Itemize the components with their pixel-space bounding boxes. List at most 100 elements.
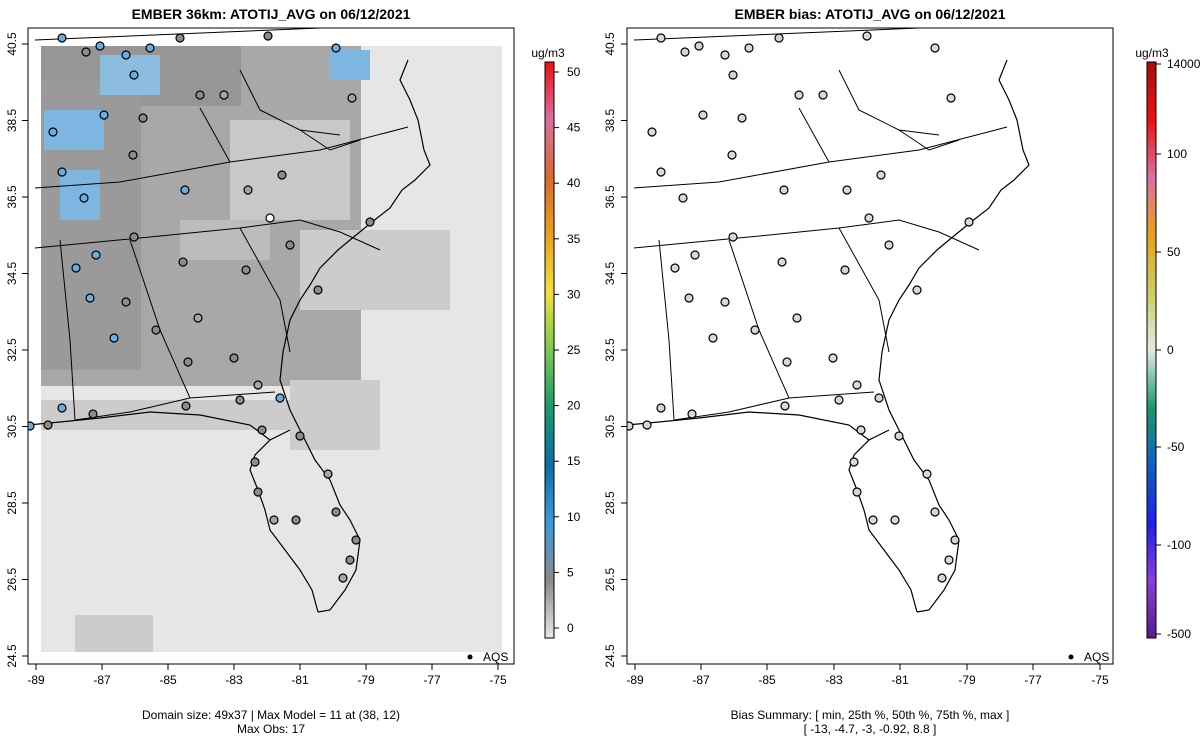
x-tick: -87 [692,673,710,687]
aqs-site [145,43,155,53]
aqs-site [728,232,738,242]
y-tick: 28.5 [603,491,617,515]
y-tick: 34.5 [603,261,617,285]
aqs-site [944,555,954,565]
aqs-site [285,240,295,250]
aqs-site [181,401,191,411]
aqs-site [656,33,666,43]
left-title: EMBER 36km: ATOTIJ_AVG on 06/12/2021 [132,6,411,22]
aqs-site [175,33,185,43]
state-border [838,69,940,136]
aqs-site [946,93,956,103]
aqs-site [777,257,787,267]
aqs-site [121,297,131,307]
model-cell [60,170,100,220]
aqs-site [834,395,844,405]
right-coastline-gulf [627,411,870,441]
y-tick: 26.5 [603,567,617,591]
colorbar-tick: 5 [567,565,574,579]
aqs-site [71,263,81,273]
aqs-site [876,170,886,180]
aqs-site [331,507,341,517]
aqs-site [868,515,878,525]
aqs-site [708,333,718,343]
colorbar-tick: -500 [1167,627,1191,641]
aqs-site [782,357,792,367]
aqs-site [670,263,680,273]
right-legend-label: AQS [1084,650,1109,664]
colorbar-tick: 45 [567,121,581,135]
aqs-site [85,293,95,303]
aqs-site [347,93,357,103]
state-border [239,69,341,136]
aqs-site [874,393,884,403]
aqs-site [365,217,375,227]
state-border [129,239,276,399]
y-tick: 40.5 [603,32,617,56]
aqs-site [884,240,894,250]
right-x-axis: -89 -87 -85 -83 -81 -79 -77 -75 [626,663,1109,687]
y-tick: 24.5 [603,644,617,668]
y-tick: 32.5 [5,338,19,362]
aqs-site [774,33,784,43]
aqs-site [656,403,666,413]
left-aqs-sites [28,31,375,583]
aqs-site [151,325,161,335]
x-tick: -79 [357,673,375,687]
aqs-site [894,431,904,441]
aqs-site [647,127,657,137]
x-tick: -85 [159,673,177,687]
y-tick: 38.5 [5,108,19,132]
aqs-site [295,431,305,441]
x-tick: -81 [291,673,309,687]
left-y-axis: 24.5 26.5 28.5 30.5 32.5 34.5 36.5 38.5 … [5,32,29,668]
aqs-site [128,150,138,160]
left-coastline-east [279,59,431,613]
state-border [199,107,231,163]
aqs-site [121,50,131,60]
state-border [633,219,980,251]
aqs-site [219,90,229,100]
y-tick: 26.5 [5,567,19,591]
right-map: AQS [627,28,1109,664]
aqs-site [48,127,58,137]
right-coastline-gulf-fl [848,429,918,613]
aqs-site [129,232,139,242]
left-colorbar: ug/m3 50 45 40 35 30 25 20 15 10 5 0 [531,46,581,639]
aqs-site [728,70,738,80]
y-tick: 38.5 [603,108,617,132]
aqs-site [912,285,922,295]
aqs-site [57,167,67,177]
colorbar-tick: 40 [567,176,581,190]
state-border [658,239,675,421]
state-border [898,129,960,151]
x-tick: -77 [423,673,441,687]
x-tick: -83 [825,673,843,687]
aqs-site [43,420,53,430]
aqs-site [680,47,690,57]
aqs-site [780,401,790,411]
model-cell [330,50,370,80]
left-boundaries [34,28,409,421]
aqs-site [345,555,355,565]
left-footer-line1: Domain size: 49x37 | Max Model = 11 at (… [142,708,400,722]
colorbar-tick: -50 [1167,440,1185,454]
state-border [838,227,890,353]
aqs-site [842,185,852,195]
aqs-site [779,185,789,195]
aqs-site [99,110,109,120]
colorbar-tick: 35 [567,232,581,246]
aqs-site [253,380,263,390]
x-tick: -75 [489,673,507,687]
aqs-site [678,193,688,203]
right-coastline-east [878,59,1030,613]
left-coastline-gulf-fl [249,429,319,613]
aqs-site [257,425,267,435]
aqs-site [744,43,754,53]
y-tick: 34.5 [5,261,19,285]
aqs-site [684,293,694,303]
right-boundaries [633,28,1008,421]
aqs-site [235,395,245,405]
aqs-site [195,90,205,100]
